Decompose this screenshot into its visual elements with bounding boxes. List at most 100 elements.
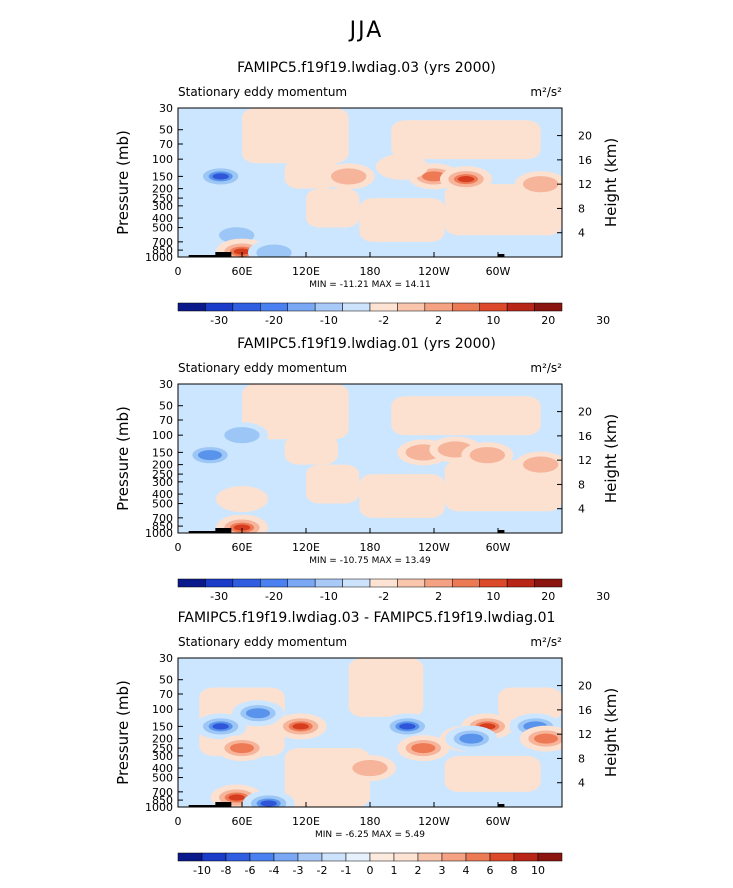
y-tick-label: 250 bbox=[152, 468, 173, 481]
y-axis-right-label: Height (km) bbox=[602, 688, 620, 777]
x-tick-label: 180 bbox=[360, 265, 381, 278]
contour-blob bbox=[197, 450, 223, 461]
colorbar-swatch bbox=[489, 852, 515, 862]
colorbar-swatch bbox=[534, 578, 563, 588]
panel-chart: Stationary eddy momentum m²/s²30507010015… bbox=[114, 85, 620, 325]
colorbar-swatch bbox=[417, 852, 443, 862]
y-tick-label: 150 bbox=[152, 720, 173, 733]
x-tick-label: 60W bbox=[486, 815, 511, 828]
topography bbox=[498, 254, 505, 257]
x-tick-label: 180 bbox=[360, 815, 381, 828]
contour-region bbox=[306, 188, 360, 228]
x-tick-label: 120E bbox=[292, 265, 320, 278]
y-tick-label: 30 bbox=[159, 652, 173, 665]
colorbar-swatch bbox=[452, 578, 480, 588]
colorbar-swatch bbox=[342, 302, 371, 312]
contour-region bbox=[306, 464, 360, 504]
colorbar-swatch bbox=[345, 852, 371, 862]
y-tick-label: 700 bbox=[152, 236, 173, 249]
y-tick-label: 100 bbox=[152, 703, 173, 716]
colorbar-label: 10 bbox=[486, 590, 500, 601]
contour-blob bbox=[376, 153, 428, 180]
colorbar-label: 30 bbox=[596, 314, 610, 325]
colorbar-label: 1 bbox=[391, 864, 398, 877]
colorbar-label: -2 bbox=[378, 590, 389, 601]
contour-region bbox=[391, 396, 541, 436]
contour-blob bbox=[459, 733, 484, 744]
x-tick-label: 60W bbox=[486, 541, 511, 554]
y-right-tick-label: 16 bbox=[578, 704, 592, 717]
subtitle: Stationary eddy momentum bbox=[178, 635, 347, 649]
x-tick-label: 60E bbox=[232, 265, 253, 278]
y-tick-label: 850 bbox=[152, 794, 173, 807]
colorbar-swatch bbox=[287, 578, 316, 588]
y-tick-label: 70 bbox=[159, 414, 173, 427]
colorbar-swatch bbox=[225, 852, 251, 862]
colorbar-label: 10 bbox=[531, 864, 545, 877]
topography bbox=[188, 805, 223, 807]
contour-region bbox=[348, 658, 424, 717]
units-label: m²/s² bbox=[530, 361, 562, 375]
colorbar-swatch bbox=[205, 578, 234, 588]
colorbar-swatch bbox=[369, 302, 398, 312]
y-right-tick-label: 16 bbox=[578, 430, 592, 443]
panel-title: FAMIPC5.f19f19.lwdiag.03 - FAMIPC5.f19f1… bbox=[177, 610, 556, 626]
y-tick-label: 850 bbox=[152, 244, 173, 257]
contour-blob bbox=[256, 244, 292, 257]
contour-region bbox=[498, 687, 562, 721]
y-tick-label: 200 bbox=[152, 183, 173, 196]
y-axis-right-label: Height (km) bbox=[602, 138, 620, 227]
colorbar-swatch bbox=[201, 852, 227, 862]
colorbar-swatch bbox=[537, 852, 563, 862]
colorbar-label: 8 bbox=[511, 864, 518, 877]
contour-blob bbox=[522, 176, 559, 193]
colorbar-label: 20 bbox=[541, 590, 555, 601]
contour-field bbox=[194, 658, 562, 807]
contour-blob bbox=[469, 447, 506, 464]
y-tick-label: 500 bbox=[152, 772, 173, 785]
colorbar-label: 10 bbox=[486, 314, 500, 325]
x-tick-label: 0 bbox=[175, 815, 182, 828]
y-right-tick-label: 8 bbox=[578, 752, 585, 765]
contour-blob bbox=[229, 743, 255, 754]
topography bbox=[188, 531, 223, 533]
colorbar-swatch bbox=[452, 302, 480, 312]
y-axis-label: Pressure (mb) bbox=[114, 406, 132, 511]
colorbar-label: -20 bbox=[265, 590, 283, 601]
colorbar-label: -6 bbox=[245, 864, 256, 877]
colorbar-swatch bbox=[287, 302, 316, 312]
y-tick-label: 70 bbox=[159, 688, 173, 701]
contour-region bbox=[242, 384, 349, 440]
subtitle: Stationary eddy momentum bbox=[178, 85, 347, 99]
colorbar-swatch bbox=[205, 302, 234, 312]
y-right-tick-label: 4 bbox=[578, 777, 585, 790]
contour-blob bbox=[233, 248, 251, 255]
colorbar-swatch bbox=[177, 578, 206, 588]
colorbar-swatch bbox=[369, 852, 395, 862]
colorbar-label: -10 bbox=[193, 864, 211, 877]
y-right-tick-label: 20 bbox=[578, 406, 592, 419]
y-right-tick-label: 20 bbox=[578, 680, 592, 693]
topography bbox=[222, 254, 230, 257]
y-right-tick-label: 16 bbox=[578, 154, 592, 167]
contour-region bbox=[444, 755, 541, 792]
y-tick-label: 200 bbox=[152, 733, 173, 746]
x-tick-label: 120E bbox=[292, 541, 320, 554]
colorbar-swatch bbox=[441, 852, 467, 862]
colorbar-swatch bbox=[479, 578, 508, 588]
colorbar-swatch bbox=[397, 302, 426, 312]
page-title: JJA bbox=[349, 18, 384, 43]
y-axis-right-label: Height (km) bbox=[602, 414, 620, 503]
colorbar-swatch bbox=[342, 578, 371, 588]
y-right-tick-label: 12 bbox=[578, 178, 592, 191]
y-tick-label: 150 bbox=[152, 446, 173, 459]
colorbar-swatch bbox=[232, 302, 261, 312]
colorbar-label: -2 bbox=[317, 864, 328, 877]
colorbar-swatch bbox=[369, 578, 398, 588]
colorbar-label: 2 bbox=[435, 314, 442, 325]
colorbar-swatch bbox=[177, 302, 206, 312]
y-right-tick-label: 8 bbox=[578, 478, 585, 491]
y-right-tick-label: 8 bbox=[578, 202, 585, 215]
colorbar-label: -1 bbox=[341, 864, 352, 877]
y-tick-label: 1000 bbox=[145, 801, 173, 814]
